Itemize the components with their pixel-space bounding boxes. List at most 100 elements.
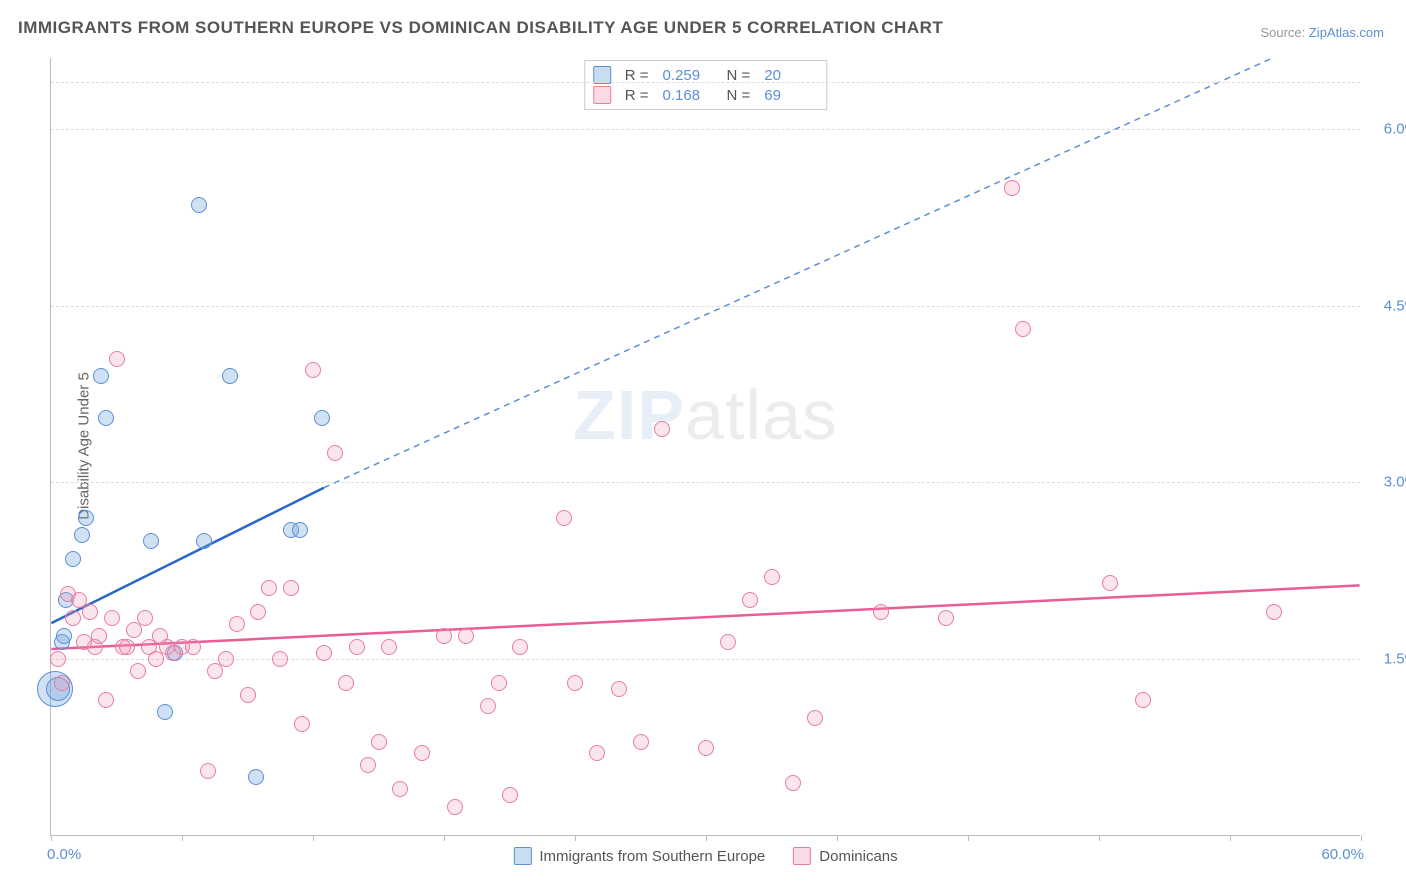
scatter-point xyxy=(56,628,72,644)
scatter-point xyxy=(633,734,649,750)
legend-item-2: Dominicans xyxy=(793,847,897,865)
scatter-point xyxy=(65,551,81,567)
series-legend: Immigrants from Southern Europe Dominica… xyxy=(513,847,897,865)
trend-lines-layer xyxy=(51,58,1360,835)
scatter-point xyxy=(392,781,408,797)
x-tick xyxy=(182,835,183,841)
scatter-point xyxy=(137,610,153,626)
scatter-point xyxy=(50,651,66,667)
scatter-point xyxy=(292,522,308,538)
scatter-point xyxy=(294,716,310,732)
r-value-2: 0.168 xyxy=(663,87,713,104)
scatter-point xyxy=(54,675,70,691)
scatter-point xyxy=(316,645,332,661)
scatter-point xyxy=(447,799,463,815)
y-tick-label: 6.0% xyxy=(1384,120,1406,137)
y-tick-label: 4.5% xyxy=(1384,297,1406,314)
scatter-point xyxy=(360,757,376,773)
scatter-point xyxy=(611,681,627,697)
scatter-point xyxy=(196,533,212,549)
scatter-point xyxy=(119,639,135,655)
legend-label-1: Immigrants from Southern Europe xyxy=(539,848,765,865)
scatter-point xyxy=(785,775,801,791)
scatter-point xyxy=(218,651,234,667)
scatter-point xyxy=(98,410,114,426)
r-label: R = xyxy=(625,87,649,104)
plot-area: ZIPatlas R = 0.259 N = 20 R = 0.168 N = … xyxy=(50,58,1360,836)
x-tick xyxy=(1099,835,1100,841)
scatter-point xyxy=(185,639,201,655)
swatch-pink xyxy=(793,847,811,865)
scatter-point xyxy=(480,698,496,714)
gridline xyxy=(51,659,1360,660)
scatter-point xyxy=(305,362,321,378)
scatter-point xyxy=(1004,180,1020,196)
legend-label-2: Dominicans xyxy=(819,848,897,865)
scatter-point xyxy=(65,610,81,626)
scatter-point xyxy=(1015,321,1031,337)
scatter-point xyxy=(78,510,94,526)
scatter-point xyxy=(338,675,354,691)
scatter-point xyxy=(381,639,397,655)
scatter-point xyxy=(720,634,736,650)
scatter-point xyxy=(556,510,572,526)
scatter-point xyxy=(436,628,452,644)
scatter-point xyxy=(240,687,256,703)
scatter-point xyxy=(229,616,245,632)
source-attribution: Source: ZipAtlas.com xyxy=(1260,25,1384,40)
x-tick xyxy=(51,835,52,841)
scatter-point xyxy=(91,628,107,644)
source-link[interactable]: ZipAtlas.com xyxy=(1309,25,1384,40)
scatter-point xyxy=(200,763,216,779)
scatter-point xyxy=(283,580,299,596)
n-label: N = xyxy=(727,87,751,104)
swatch-pink xyxy=(593,86,611,104)
scatter-point xyxy=(82,604,98,620)
y-tick-label: 3.0% xyxy=(1384,474,1406,491)
gridline xyxy=(51,82,1360,83)
scatter-point xyxy=(98,692,114,708)
gridline xyxy=(51,306,1360,307)
source-prefix: Source: xyxy=(1260,25,1308,40)
x-min-label: 0.0% xyxy=(47,846,81,863)
scatter-point xyxy=(742,592,758,608)
scatter-point xyxy=(74,527,90,543)
legend-item-1: Immigrants from Southern Europe xyxy=(513,847,765,865)
x-tick xyxy=(444,835,445,841)
scatter-point xyxy=(698,740,714,756)
scatter-point xyxy=(104,610,120,626)
scatter-point xyxy=(512,639,528,655)
scatter-point xyxy=(261,580,277,596)
scatter-point xyxy=(414,745,430,761)
scatter-point xyxy=(1135,692,1151,708)
scatter-point xyxy=(93,368,109,384)
scatter-point xyxy=(222,368,238,384)
x-tick xyxy=(1230,835,1231,841)
scatter-point xyxy=(502,787,518,803)
scatter-point xyxy=(327,445,343,461)
scatter-point xyxy=(130,663,146,679)
scatter-point xyxy=(873,604,889,620)
scatter-point xyxy=(109,351,125,367)
x-max-label: 60.0% xyxy=(1321,846,1364,863)
swatch-blue xyxy=(513,847,531,865)
x-tick xyxy=(313,835,314,841)
watermark-bold: ZIP xyxy=(573,376,685,454)
x-tick xyxy=(968,835,969,841)
legend-row-series2: R = 0.168 N = 69 xyxy=(593,85,815,105)
scatter-point xyxy=(807,710,823,726)
x-tick xyxy=(1361,835,1362,841)
scatter-point xyxy=(567,675,583,691)
scatter-point xyxy=(1102,575,1118,591)
scatter-point xyxy=(143,533,159,549)
scatter-point xyxy=(250,604,266,620)
scatter-point xyxy=(248,769,264,785)
scatter-point xyxy=(272,651,288,667)
chart-title: IMMIGRANTS FROM SOUTHERN EUROPE VS DOMIN… xyxy=(18,18,943,38)
scatter-point xyxy=(371,734,387,750)
scatter-point xyxy=(589,745,605,761)
y-tick-label: 1.5% xyxy=(1384,651,1406,668)
watermark: ZIPatlas xyxy=(573,375,838,455)
scatter-point xyxy=(938,610,954,626)
scatter-point xyxy=(349,639,365,655)
